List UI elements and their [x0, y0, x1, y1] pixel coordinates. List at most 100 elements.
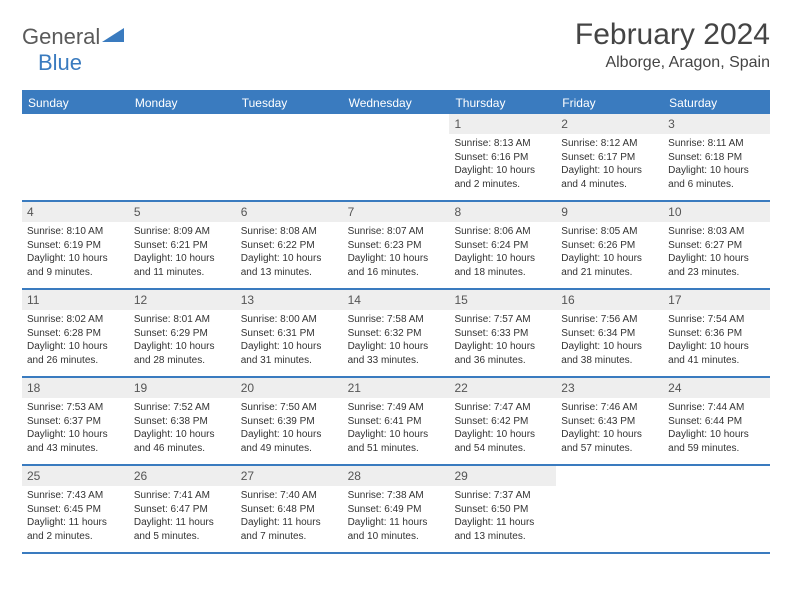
sunset-text: Sunset: 6:34 PM: [561, 327, 658, 341]
day-number: 23: [556, 378, 663, 398]
sunrise-text: Sunrise: 7:52 AM: [134, 401, 231, 415]
day-number: 4: [22, 202, 129, 222]
sunset-text: Sunset: 6:18 PM: [668, 151, 765, 165]
day-number: 28: [343, 466, 450, 486]
daylight-text: Daylight: 10 hours and 9 minutes.: [27, 252, 124, 279]
sunrise-text: Sunrise: 7:37 AM: [454, 489, 551, 503]
daylight-text: Daylight: 10 hours and 18 minutes.: [454, 252, 551, 279]
day-number: 1: [449, 114, 556, 134]
sunrise-text: Sunrise: 8:11 AM: [668, 137, 765, 151]
day-number: 2: [556, 114, 663, 134]
daylight-text: Daylight: 11 hours and 7 minutes.: [241, 516, 338, 543]
daylight-text: Daylight: 10 hours and 11 minutes.: [134, 252, 231, 279]
day-number: 13: [236, 290, 343, 310]
sunset-text: Sunset: 6:17 PM: [561, 151, 658, 165]
weekday-header: Saturday: [663, 92, 770, 114]
day-cell: 4Sunrise: 8:10 AMSunset: 6:19 PMDaylight…: [22, 202, 129, 288]
sunset-text: Sunset: 6:29 PM: [134, 327, 231, 341]
day-cell: 21Sunrise: 7:49 AMSunset: 6:41 PMDayligh…: [343, 378, 450, 464]
day-number: 14: [343, 290, 450, 310]
sunset-text: Sunset: 6:50 PM: [454, 503, 551, 517]
day-cell: 1Sunrise: 8:13 AMSunset: 6:16 PMDaylight…: [449, 114, 556, 200]
sunset-text: Sunset: 6:41 PM: [348, 415, 445, 429]
day-number: 17: [663, 290, 770, 310]
daylight-text: Daylight: 10 hours and 49 minutes.: [241, 428, 338, 455]
day-cell: 18Sunrise: 7:53 AMSunset: 6:37 PMDayligh…: [22, 378, 129, 464]
sunrise-text: Sunrise: 7:49 AM: [348, 401, 445, 415]
day-cell: 12Sunrise: 8:01 AMSunset: 6:29 PMDayligh…: [129, 290, 236, 376]
daylight-text: Daylight: 10 hours and 6 minutes.: [668, 164, 765, 191]
sunrise-text: Sunrise: 7:38 AM: [348, 489, 445, 503]
daylight-text: Daylight: 10 hours and 43 minutes.: [27, 428, 124, 455]
sunset-text: Sunset: 6:44 PM: [668, 415, 765, 429]
sunset-text: Sunset: 6:31 PM: [241, 327, 338, 341]
day-cell: 29Sunrise: 7:37 AMSunset: 6:50 PMDayligh…: [449, 466, 556, 552]
weekday-header: Friday: [556, 92, 663, 114]
sunrise-text: Sunrise: 8:10 AM: [27, 225, 124, 239]
day-cell: 5Sunrise: 8:09 AMSunset: 6:21 PMDaylight…: [129, 202, 236, 288]
logo-text-1: General: [22, 24, 100, 50]
day-cell: 6Sunrise: 8:08 AMSunset: 6:22 PMDaylight…: [236, 202, 343, 288]
week-row: 25Sunrise: 7:43 AMSunset: 6:45 PMDayligh…: [22, 466, 770, 554]
sunrise-text: Sunrise: 8:02 AM: [27, 313, 124, 327]
day-number: 20: [236, 378, 343, 398]
sunrise-text: Sunrise: 7:41 AM: [134, 489, 231, 503]
day-cell: [22, 114, 129, 200]
day-cell: 11 Sunrise: 8:02 AMSunset: 6:28 PMDayligh…: [22, 290, 129, 376]
day-cell: 16Sunrise: 7:56 AMSunset: 6:34 PMDayligh…: [556, 290, 663, 376]
month-title: February 2024: [575, 18, 770, 52]
day-number: 10: [663, 202, 770, 222]
day-cell: 17Sunrise: 7:54 AMSunset: 6:36 PMDayligh…: [663, 290, 770, 376]
weekday-header: Tuesday: [236, 92, 343, 114]
day-number: 18: [22, 378, 129, 398]
sunset-text: Sunset: 6:26 PM: [561, 239, 658, 253]
logo-triangle-icon: [102, 26, 124, 49]
day-cell: [129, 114, 236, 200]
daylight-text: Daylight: 10 hours and 4 minutes.: [561, 164, 658, 191]
day-number: 16: [556, 290, 663, 310]
day-cell: 10Sunrise: 8:03 AMSunset: 6:27 PMDayligh…: [663, 202, 770, 288]
sunrise-text: Sunrise: 7:43 AM: [27, 489, 124, 503]
daylight-text: Daylight: 10 hours and 26 minutes.: [27, 340, 124, 367]
sunrise-text: Sunrise: 8:01 AM: [134, 313, 231, 327]
day-number: 24: [663, 378, 770, 398]
day-cell: 14Sunrise: 7:58 AMSunset: 6:32 PMDayligh…: [343, 290, 450, 376]
week-row: 1Sunrise: 8:13 AMSunset: 6:16 PMDaylight…: [22, 114, 770, 202]
day-cell: 7Sunrise: 8:07 AMSunset: 6:23 PMDaylight…: [343, 202, 450, 288]
sunset-text: Sunset: 6:49 PM: [348, 503, 445, 517]
sunrise-text: Sunrise: 7:53 AM: [27, 401, 124, 415]
day-cell: 2Sunrise: 8:12 AMSunset: 6:17 PMDaylight…: [556, 114, 663, 200]
day-cell: 22Sunrise: 7:47 AMSunset: 6:42 PMDayligh…: [449, 378, 556, 464]
day-number: 15: [449, 290, 556, 310]
day-cell: 13 Sunrise: 8:00 AMSunset: 6:31 PMDayligh…: [236, 290, 343, 376]
sunset-text: Sunset: 6:36 PM: [668, 327, 765, 341]
sunset-text: Sunset: 6:27 PM: [668, 239, 765, 253]
day-cell: [663, 466, 770, 552]
day-number: 7: [343, 202, 450, 222]
daylight-text: Daylight: 10 hours and 21 minutes.: [561, 252, 658, 279]
daylight-text: Daylight: 10 hours and 2 minutes.: [454, 164, 551, 191]
daylight-text: Daylight: 10 hours and 31 minutes.: [241, 340, 338, 367]
weekday-header: Wednesday: [343, 92, 450, 114]
weekday-header: Thursday: [449, 92, 556, 114]
sunset-text: Sunset: 6:38 PM: [134, 415, 231, 429]
day-cell: [556, 466, 663, 552]
sunset-text: Sunset: 6:16 PM: [454, 151, 551, 165]
sunrise-text: Sunrise: 7:44 AM: [668, 401, 765, 415]
daylight-text: Daylight: 11 hours and 2 minutes.: [27, 516, 124, 543]
sunset-text: Sunset: 6:22 PM: [241, 239, 338, 253]
weekday-header: Monday: [129, 92, 236, 114]
day-number: 11: [22, 290, 129, 310]
daylight-text: Daylight: 11 hours and 5 minutes.: [134, 516, 231, 543]
sunset-text: Sunset: 6:24 PM: [454, 239, 551, 253]
daylight-text: Daylight: 10 hours and 54 minutes.: [454, 428, 551, 455]
sunset-text: Sunset: 6:28 PM: [27, 327, 124, 341]
day-cell: 27Sunrise: 7:40 AMSunset: 6:48 PMDayligh…: [236, 466, 343, 552]
sunrise-text: Sunrise: 8:00 AM: [241, 313, 338, 327]
day-number: 26: [129, 466, 236, 486]
daylight-text: Daylight: 10 hours and 16 minutes.: [348, 252, 445, 279]
sunset-text: Sunset: 6:39 PM: [241, 415, 338, 429]
week-row: 18Sunrise: 7:53 AMSunset: 6:37 PMDayligh…: [22, 378, 770, 466]
weeks-container: 1Sunrise: 8:13 AMSunset: 6:16 PMDaylight…: [22, 114, 770, 554]
daylight-text: Daylight: 11 hours and 10 minutes.: [348, 516, 445, 543]
